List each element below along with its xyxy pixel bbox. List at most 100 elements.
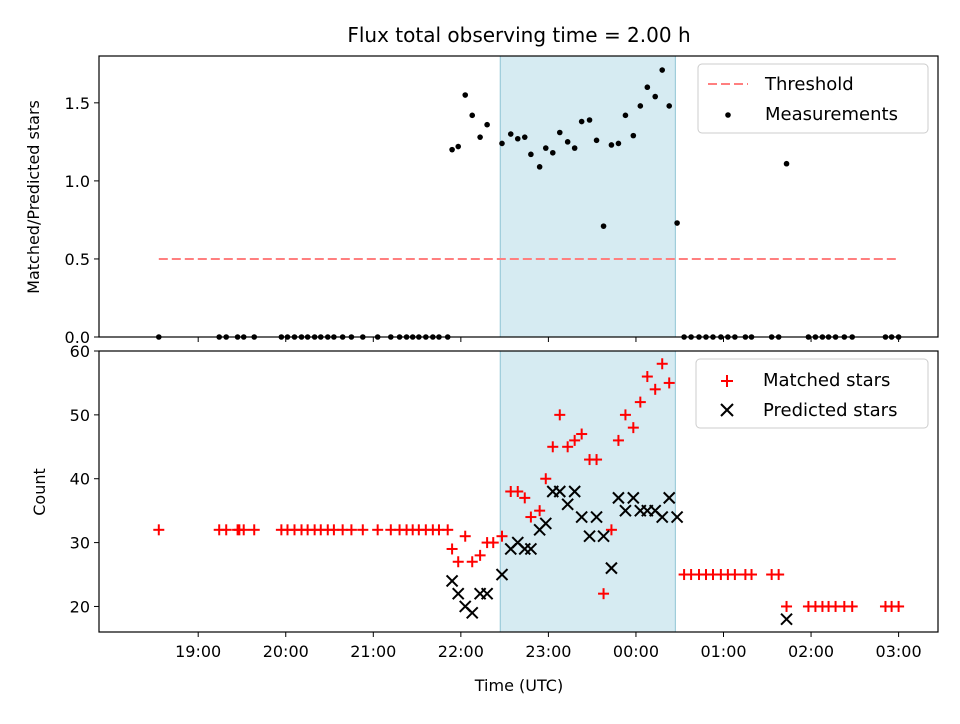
bottom-legend-frame xyxy=(695,358,929,429)
matched-star-point xyxy=(656,358,668,370)
predicted-star-point xyxy=(445,574,459,588)
top-legend: Threshold Measurements xyxy=(697,63,929,134)
measurement-point xyxy=(578,118,585,125)
measurement-point xyxy=(564,139,571,145)
matched-star-point xyxy=(893,600,905,612)
measurement-point xyxy=(674,220,680,226)
matched-star-point xyxy=(663,377,675,389)
matched-star-point xyxy=(345,524,357,536)
matched-star-point xyxy=(641,371,653,383)
top-ytick-label: 1.5 xyxy=(65,94,90,113)
matched-star-point xyxy=(466,556,478,568)
predicted-star-point xyxy=(590,510,603,524)
matched-star-point xyxy=(591,454,603,466)
predicted-star-point xyxy=(524,542,538,556)
predicted-star-point xyxy=(627,491,640,505)
measurement-point xyxy=(659,67,666,73)
matched-star-point xyxy=(248,524,260,536)
predicted-star-point xyxy=(495,568,509,581)
matched-star-point xyxy=(547,441,559,453)
matched-star-point xyxy=(474,549,486,561)
top-ytick-label: 0.5 xyxy=(65,250,90,269)
matched-star-point xyxy=(534,505,546,517)
measurement-point xyxy=(477,134,483,140)
matched-star-point xyxy=(619,409,631,421)
matched-star-point xyxy=(459,530,471,542)
matched-star-point xyxy=(540,473,552,485)
measurement-point xyxy=(783,160,790,167)
matched-star-point xyxy=(512,486,524,497)
measurement-point xyxy=(556,129,563,136)
bottom-xlabel: Time (UTC) xyxy=(474,676,563,695)
measurement-point xyxy=(542,145,549,151)
predicted-star-point xyxy=(605,561,618,575)
predicted-star-point xyxy=(561,498,574,511)
matched-star-point xyxy=(372,524,384,536)
matched-star-point xyxy=(519,492,531,504)
matched-star-point xyxy=(487,537,499,549)
matched-star-point xyxy=(649,383,661,395)
predicted-star-point xyxy=(670,510,684,524)
bottom-ytick-label: 50 xyxy=(70,406,90,425)
measurement-point xyxy=(507,131,514,137)
measurement-point xyxy=(536,164,543,170)
matched-star-point xyxy=(153,524,165,536)
matched-star-point xyxy=(554,409,566,421)
predicted-star-point xyxy=(597,529,610,543)
matched-star-point xyxy=(496,530,508,542)
bottom-ytick-label: 60 xyxy=(70,342,90,361)
predicted-star-point xyxy=(480,587,494,600)
bottom-xtick-label: 02:00 xyxy=(788,642,834,661)
measurement-point xyxy=(586,117,593,123)
measurement-point xyxy=(637,103,644,109)
matched-star-point xyxy=(446,543,458,555)
bottom-ylabel: Count xyxy=(30,468,49,516)
bottom-xtick-label: 19:00 xyxy=(175,642,221,661)
predicted-star-point xyxy=(619,504,632,517)
matched-star-point xyxy=(634,396,646,408)
measurement-point xyxy=(514,135,521,142)
bottom-xtick-label: 23:00 xyxy=(525,642,571,661)
matched-star-point xyxy=(605,524,617,536)
predicted-legend-label: Predicted stars xyxy=(763,400,897,421)
matched-star-point xyxy=(452,556,464,568)
top-ytick-label: 1.0 xyxy=(65,172,90,191)
measurement-point xyxy=(652,93,659,100)
measurement-point xyxy=(630,132,637,139)
matched-star-point xyxy=(357,524,369,536)
predicted-star-point xyxy=(780,613,793,626)
bottom-ytick-label: 20 xyxy=(70,597,90,616)
measurement-point xyxy=(528,151,534,158)
predicted-star-point xyxy=(452,587,465,600)
matched-star-point xyxy=(442,524,454,536)
measurement-point xyxy=(571,145,578,151)
predicted-star-point xyxy=(553,485,566,498)
matched-star-point xyxy=(598,588,610,600)
predicted-star-point xyxy=(612,491,625,505)
measurement-point xyxy=(593,137,600,144)
bottom-legend: Matched stars Predicted stars xyxy=(695,358,929,429)
matched-star-point xyxy=(569,434,581,446)
measurement-point xyxy=(469,112,476,119)
measurement-point xyxy=(521,134,528,140)
matched-star-point xyxy=(846,600,858,612)
measurement-point xyxy=(608,142,615,148)
measurement-point xyxy=(499,140,505,147)
matched-star-point xyxy=(576,428,588,440)
top-ytick-label: 0.0 xyxy=(65,328,90,347)
bottom-observing-window xyxy=(500,351,676,632)
bottom-xtick-label: 01:00 xyxy=(700,642,746,661)
bottom-axes-frame xyxy=(98,350,939,633)
predicted-star-point xyxy=(539,517,552,530)
matched-legend-marker xyxy=(721,375,733,387)
measurement-point xyxy=(549,149,556,156)
measurement-point xyxy=(462,92,469,98)
predicted-star-point xyxy=(663,491,676,505)
measurement-point xyxy=(455,143,462,150)
matched-star-point xyxy=(729,569,741,581)
top-observing-window xyxy=(500,56,676,337)
matched-star-point xyxy=(220,524,232,536)
top-ylabel: Matched/Predicted stars xyxy=(24,100,43,294)
matched-star-point xyxy=(525,511,537,523)
measurements-legend-label: Measurements xyxy=(765,104,898,125)
